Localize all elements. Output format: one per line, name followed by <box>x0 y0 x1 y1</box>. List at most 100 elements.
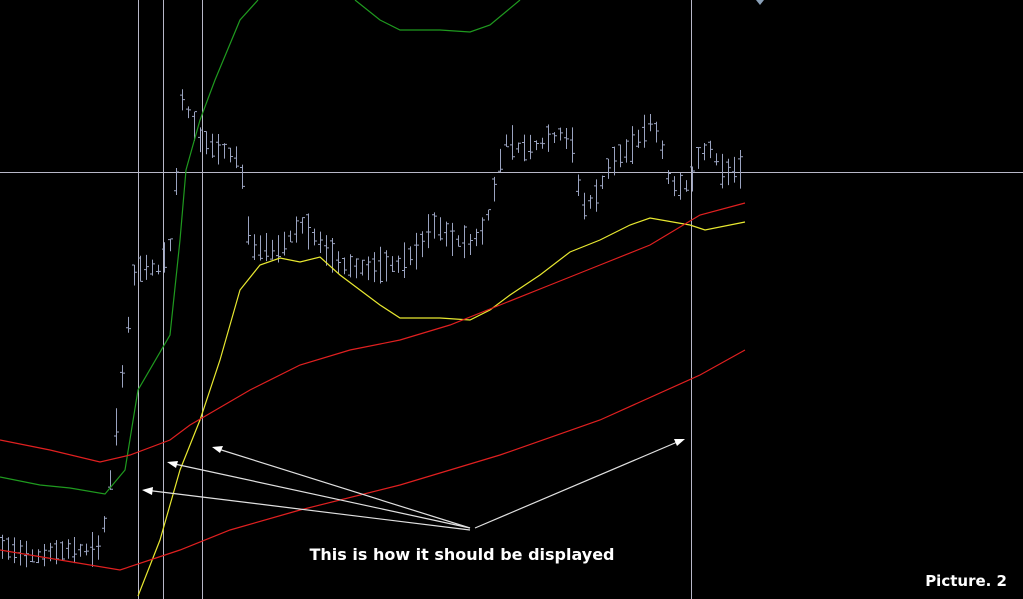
price-bar <box>150 259 155 276</box>
price-bar <box>582 192 587 220</box>
price-bar <box>588 194 593 209</box>
price-bar <box>252 234 257 260</box>
price-bar <box>612 146 617 176</box>
price-bar <box>114 408 119 446</box>
price-bar <box>78 543 83 557</box>
price-bar <box>282 231 287 256</box>
price-bar <box>390 256 395 272</box>
price-bar <box>270 239 275 260</box>
price-bar <box>630 126 635 165</box>
price-bar <box>690 166 695 192</box>
price-bar <box>402 242 407 278</box>
price-bars <box>0 89 743 568</box>
price-bar <box>360 259 365 276</box>
price-bar <box>54 540 59 565</box>
price-bar <box>540 137 545 149</box>
price-bar <box>408 246 413 266</box>
price-bar <box>336 251 341 274</box>
arrow <box>169 462 471 529</box>
price-bar <box>708 140 713 159</box>
arrow-heads <box>142 439 685 495</box>
price-bar <box>354 258 359 279</box>
price-bar <box>318 231 323 253</box>
price-bar <box>696 146 701 169</box>
price-bar <box>102 516 107 533</box>
price-bar <box>492 176 497 202</box>
red-upper-band <box>0 202 746 463</box>
arrow-head <box>674 439 685 446</box>
price-bar <box>312 228 317 246</box>
price-bar <box>552 132 557 144</box>
price-bar <box>720 153 725 189</box>
price-bar <box>12 537 17 564</box>
price-bar <box>90 532 95 567</box>
price-bar <box>324 235 329 266</box>
price-bar <box>462 225 467 259</box>
price-bar <box>660 140 665 159</box>
price-bar <box>432 212 437 239</box>
price-bar <box>258 235 263 261</box>
arrow-head <box>142 487 153 495</box>
price-bar <box>0 534 5 559</box>
price-bar <box>180 89 185 111</box>
price-bar <box>564 128 569 150</box>
price-bar <box>210 133 215 158</box>
price-bar <box>642 114 647 148</box>
price-bar <box>306 213 311 250</box>
annotation: This is how it should be displayed <box>309 545 614 564</box>
annotation-arrows <box>144 439 683 531</box>
price-bar <box>366 256 371 281</box>
price-bar <box>498 148 503 173</box>
price-bar <box>510 125 515 160</box>
price-bar <box>714 153 719 166</box>
price-bar <box>444 221 449 247</box>
price-bar <box>570 127 575 163</box>
green-band-top <box>354 0 521 33</box>
price-bar <box>438 217 443 241</box>
price-bar <box>450 222 455 257</box>
price-bar <box>186 106 191 119</box>
price-bar <box>534 140 539 151</box>
price-bar <box>246 216 251 245</box>
price-bar <box>732 156 737 183</box>
price-bar <box>648 114 653 132</box>
price-bar <box>138 255 143 282</box>
price-bar <box>666 170 671 185</box>
price-bar <box>522 134 527 162</box>
price-bar <box>396 255 401 273</box>
caption: Picture. 2 <box>925 572 1007 590</box>
price-bar <box>6 537 11 560</box>
price-bar <box>240 164 245 189</box>
price-bar <box>726 158 731 186</box>
price-bar <box>222 143 227 159</box>
price-bar <box>600 175 605 190</box>
price-bar <box>546 124 551 152</box>
arrow <box>214 447 471 529</box>
price-bar <box>474 228 479 247</box>
price-bar <box>558 127 563 141</box>
price-bar <box>120 365 125 388</box>
price-bar <box>228 147 233 163</box>
price-bar <box>486 209 491 221</box>
price-bar <box>378 246 383 284</box>
price-bar <box>684 180 689 192</box>
price-bar <box>174 168 179 195</box>
price-bar <box>672 176 677 197</box>
price-bar <box>330 237 335 273</box>
price-bar <box>420 231 425 258</box>
arrow <box>144 489 471 531</box>
price-bar <box>426 214 431 249</box>
price-bar <box>618 144 623 168</box>
price-bar <box>288 230 293 243</box>
price-bar <box>42 544 47 567</box>
arrow <box>474 439 683 529</box>
arrow-head <box>212 446 223 453</box>
price-bar <box>60 541 65 561</box>
price-bar <box>204 130 209 155</box>
price-bar <box>132 264 137 286</box>
price-bar <box>198 127 203 153</box>
price-bar <box>480 217 485 245</box>
